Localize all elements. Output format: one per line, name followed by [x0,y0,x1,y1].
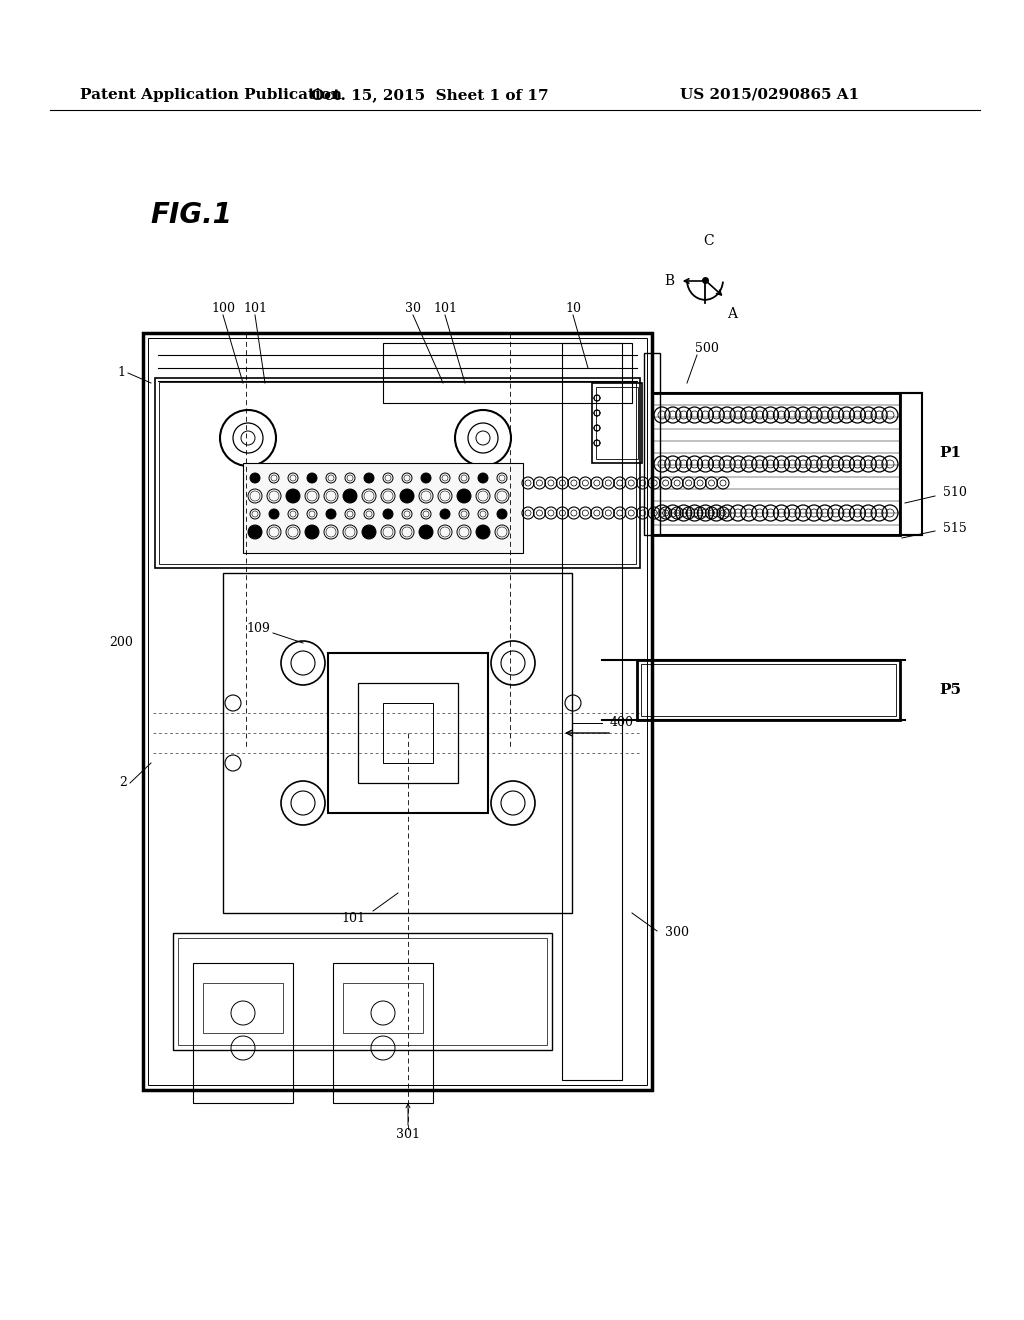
Text: 100: 100 [211,301,234,314]
Text: 101: 101 [433,301,457,314]
Bar [383,704,433,763]
Circle shape [440,510,450,519]
Bar [173,933,552,1049]
Text: 2: 2 [119,776,127,789]
Circle shape [383,510,393,519]
Text: C: C [703,234,715,248]
Text: Patent Application Publication: Patent Application Publication [80,88,342,102]
Text: 101: 101 [341,912,365,924]
Bar [178,939,547,1045]
Bar [333,964,433,1104]
Circle shape [307,473,317,483]
Bar [148,338,647,1085]
Text: 109: 109 [246,622,270,635]
Circle shape [305,525,319,539]
Bar [562,343,622,1080]
Bar [159,381,636,564]
Bar [343,983,423,1034]
Circle shape [250,473,260,483]
Bar [358,682,458,783]
Circle shape [400,488,414,503]
Bar [143,333,652,1090]
Text: 300: 300 [665,927,689,940]
Text: 400: 400 [610,717,634,730]
Circle shape [478,473,488,483]
Text: 500: 500 [695,342,719,355]
Text: 30: 30 [406,301,421,314]
Text: P1: P1 [939,446,962,459]
Circle shape [364,473,374,483]
Text: 301: 301 [396,1129,420,1142]
Circle shape [269,510,279,519]
Bar [637,660,900,719]
Bar [223,573,572,913]
Bar [243,463,523,553]
Text: 510: 510 [943,487,967,499]
Text: 515: 515 [943,521,967,535]
Text: Oct. 15, 2015  Sheet 1 of 17: Oct. 15, 2015 Sheet 1 of 17 [311,88,549,102]
Text: 1: 1 [117,367,125,380]
Text: P5: P5 [939,682,961,697]
Circle shape [476,525,490,539]
Bar [193,964,293,1104]
Text: US 2015/0290865 A1: US 2015/0290865 A1 [680,88,859,102]
Circle shape [326,510,336,519]
Bar [383,343,632,403]
Circle shape [248,525,262,539]
Bar [328,653,488,813]
Bar [644,352,660,535]
Bar [652,393,900,535]
Bar [592,383,642,463]
Circle shape [497,510,507,519]
Text: 200: 200 [110,636,133,649]
Bar [203,983,283,1034]
Text: A: A [727,308,737,321]
Bar [155,378,640,568]
Bar [596,387,638,459]
Circle shape [457,488,471,503]
Text: 101: 101 [243,301,267,314]
Circle shape [343,488,357,503]
Circle shape [362,525,376,539]
Circle shape [286,488,300,503]
Circle shape [421,473,431,483]
Circle shape [419,525,433,539]
Bar [900,393,922,535]
Text: FIG.1: FIG.1 [150,201,231,228]
Text: B: B [664,275,674,288]
Bar [641,664,896,715]
Text: 10: 10 [565,301,581,314]
